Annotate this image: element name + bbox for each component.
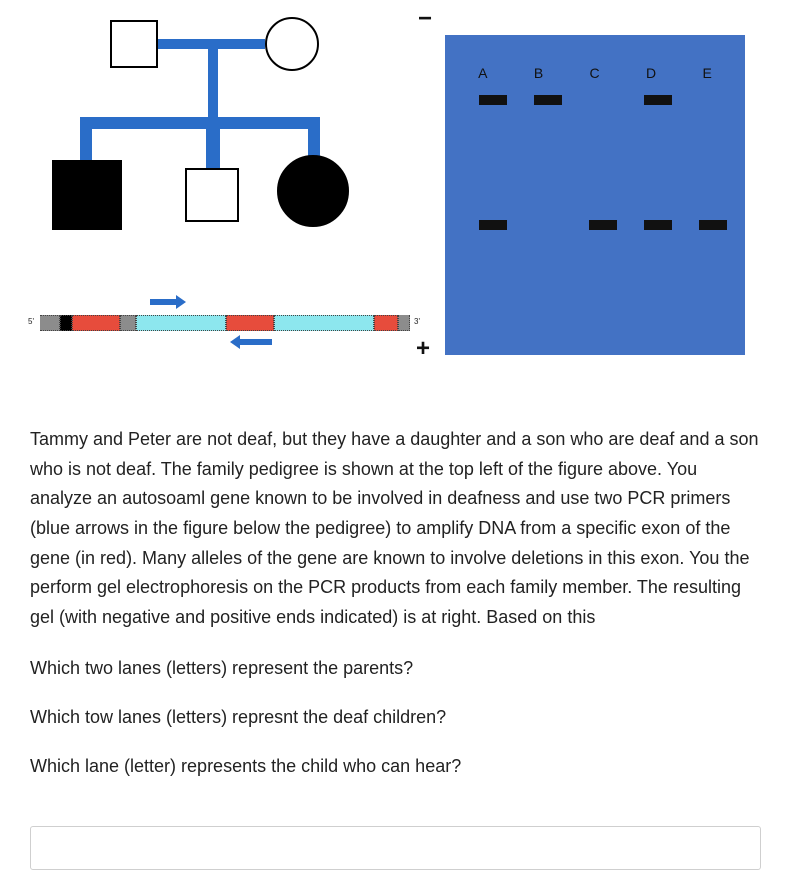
pedigree-sibship-bar [80, 117, 320, 129]
pedigree-child-drop-1 [80, 117, 92, 163]
gene-5prime-label: 5' [28, 317, 34, 326]
gel-band [534, 95, 562, 105]
question-paragraph: Tammy and Peter are not deaf, but they h… [30, 425, 761, 633]
gel-lane-label: D [646, 65, 656, 81]
gel-band [644, 220, 672, 230]
pedigree-child-drop-3 [308, 117, 320, 159]
left-column: 5' 3' [30, 5, 410, 365]
gel-lane-label: B [534, 65, 543, 81]
gel-negative-label: − [418, 5, 432, 33]
gene-seg-intron1 [136, 315, 226, 331]
pedigree-diagram [30, 5, 410, 285]
primer-reverse-icon [230, 335, 272, 349]
gel-wrap: − A B C D E [430, 5, 750, 365]
question-1: Which two lanes (letters) represent the … [30, 655, 761, 682]
figure-row: 5' 3' [30, 5, 761, 365]
pedigree-son-unaffected [185, 168, 239, 222]
gene-seg-utr5 [40, 315, 60, 331]
gel-positive-label: + [416, 335, 430, 363]
gel-lane-label: A [478, 65, 487, 81]
pedigree-child-drop-2 [206, 117, 220, 169]
gene-seg-exon2 [226, 315, 274, 331]
gene-seg-exon3 [374, 315, 398, 331]
question-3: Which lane (letter) represents the child… [30, 753, 761, 780]
gel-band [589, 220, 617, 230]
gene-seg-intron2 [274, 315, 374, 331]
question-2: Which tow lanes (letters) represnt the d… [30, 704, 761, 731]
gene-3prime-label: 3' [414, 317, 420, 326]
gel-band [699, 220, 727, 230]
gel-band [644, 95, 672, 105]
pedigree-drop-bar [208, 39, 218, 127]
gene-diagram: 5' 3' [30, 285, 410, 365]
right-column: − A B C D E [430, 5, 750, 365]
pedigree-father [110, 20, 158, 68]
gene-seg-gray [120, 315, 136, 331]
primer-forward-icon [150, 295, 186, 309]
pedigree-mother [265, 17, 319, 71]
gel-box: A B C D E [445, 35, 745, 355]
gene-seg-exon1 [72, 315, 120, 331]
gel-band [479, 220, 507, 230]
page: 5' 3' [0, 0, 791, 890]
answer-input[interactable] [30, 826, 761, 870]
pedigree-daughter-affected [277, 155, 349, 227]
gel-lane-label: C [590, 65, 600, 81]
gel-lane-labels: A B C D E [445, 65, 745, 81]
gel-lane-label: E [702, 65, 711, 81]
gene-seg-black [60, 315, 72, 331]
pedigree-son-affected [52, 160, 122, 230]
gel-band [479, 95, 507, 105]
gene-seg-utr3 [398, 315, 410, 331]
